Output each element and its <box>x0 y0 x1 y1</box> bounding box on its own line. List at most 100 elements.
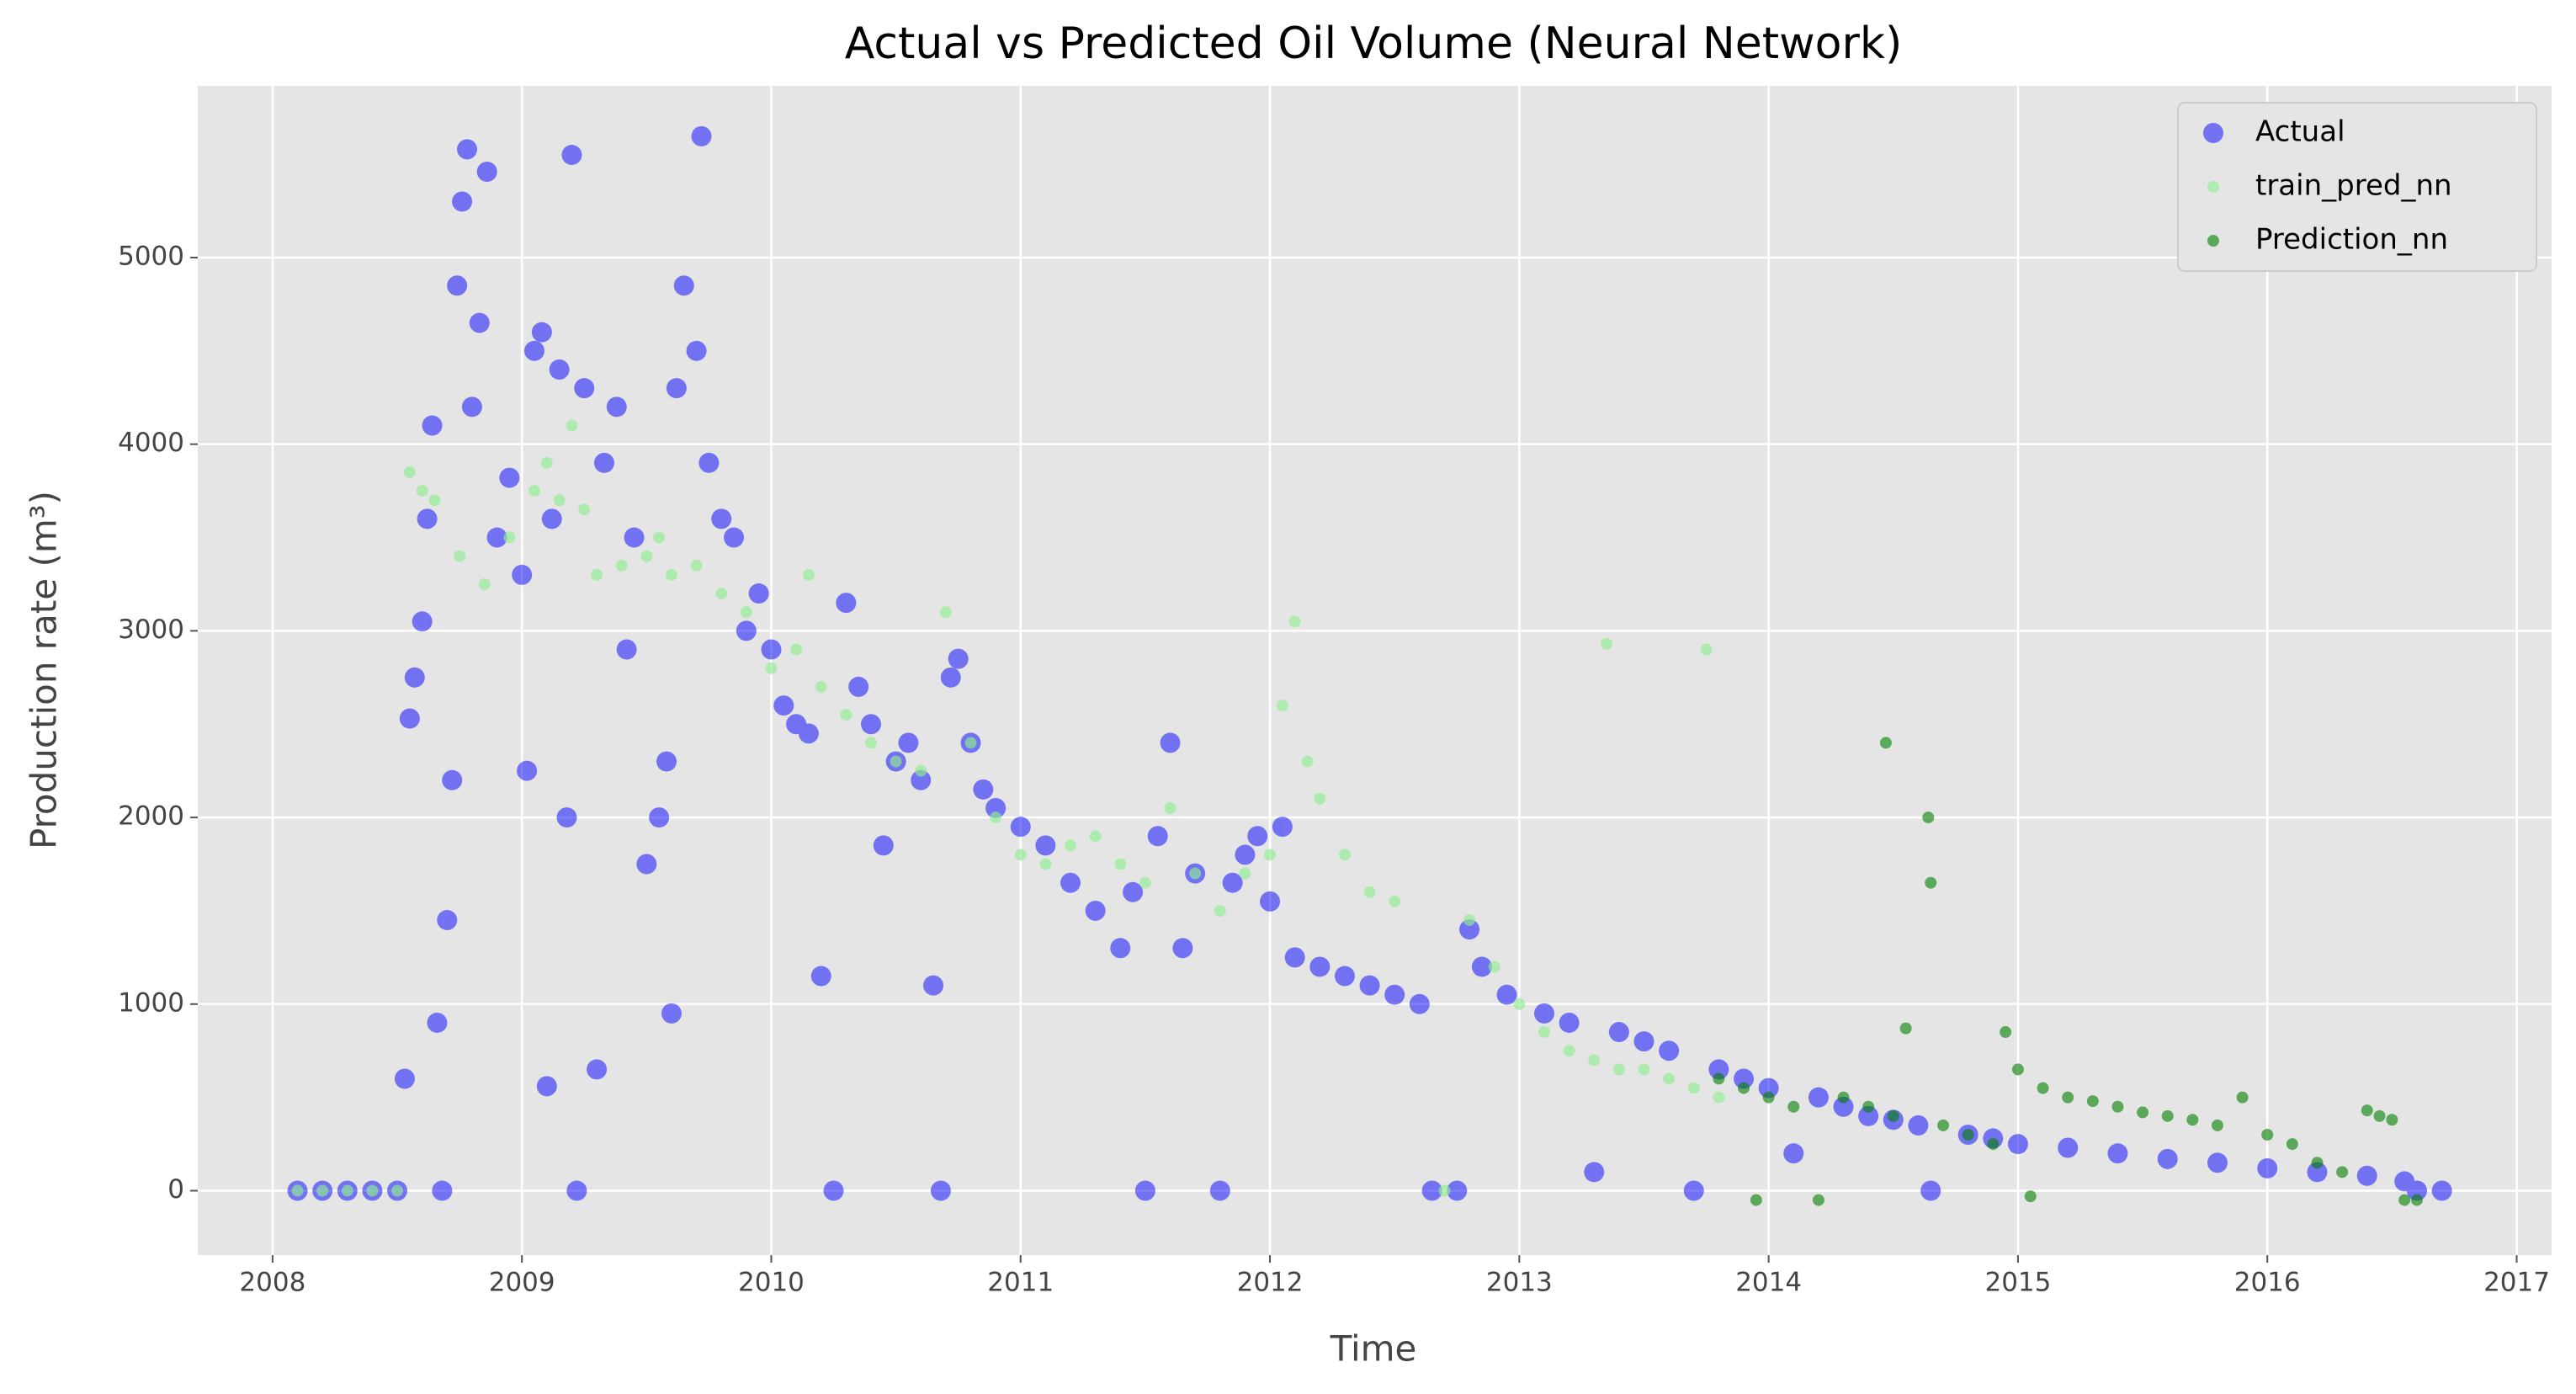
point <box>1359 975 1380 996</box>
point <box>1708 1059 1729 1080</box>
point <box>528 485 540 497</box>
point <box>1110 938 1131 959</box>
point <box>1787 1100 1800 1113</box>
point <box>973 779 994 800</box>
point <box>1222 872 1243 893</box>
y-tick-label: 5000 <box>118 241 184 271</box>
point <box>606 396 627 418</box>
point <box>1039 858 1052 870</box>
point <box>790 643 803 656</box>
point <box>1363 886 1376 898</box>
point <box>1758 1077 1779 1099</box>
point <box>1638 1063 1650 1076</box>
x-tick-label: 2016 <box>2234 1268 2301 1298</box>
point <box>1879 737 1892 749</box>
point <box>1659 1040 1680 1061</box>
point <box>1459 919 1480 940</box>
point <box>1687 1082 1700 1094</box>
point <box>2211 1119 2223 1131</box>
point <box>1085 900 1106 921</box>
point <box>1608 1022 1629 1043</box>
point <box>640 550 653 562</box>
plot-area <box>198 86 2552 1255</box>
point <box>536 1076 557 1097</box>
point <box>930 1180 951 1201</box>
point <box>432 1180 453 1201</box>
point <box>2431 1180 2452 1201</box>
point <box>2307 1162 2328 1183</box>
point <box>1887 1109 1899 1122</box>
point <box>1260 891 1281 912</box>
x-tick-label: 2012 <box>1237 1268 1304 1298</box>
point <box>773 695 794 716</box>
point <box>2007 1134 2028 1155</box>
point <box>427 1012 448 1033</box>
point <box>1247 826 1268 847</box>
point <box>1663 1072 1676 1085</box>
point <box>898 732 919 753</box>
x-axis-label: Time <box>1330 1328 1417 1370</box>
point <box>711 508 732 529</box>
point <box>1471 956 1492 977</box>
point <box>802 568 815 581</box>
point <box>1421 1180 1442 1201</box>
y-tick-label: 4000 <box>118 428 184 458</box>
point <box>461 396 482 418</box>
point <box>1937 1119 1950 1131</box>
x-tick-label: 2008 <box>239 1268 305 1298</box>
point <box>2037 1082 2049 1094</box>
point <box>2361 1104 2373 1117</box>
point <box>1750 1194 1762 1206</box>
point <box>2257 1157 2278 1179</box>
point <box>593 452 614 473</box>
point <box>1384 984 1405 1005</box>
point <box>1264 849 1277 861</box>
point <box>447 275 468 296</box>
point <box>1762 1091 1775 1104</box>
point <box>476 161 497 182</box>
point <box>316 1184 329 1197</box>
point <box>591 568 603 581</box>
x-tick-label: 2013 <box>1486 1268 1553 1298</box>
legend-marker <box>2207 235 2219 247</box>
point <box>428 494 441 507</box>
point <box>940 667 961 688</box>
point <box>1559 1012 1580 1033</box>
point <box>1734 1068 1755 1089</box>
point <box>2286 1138 2298 1151</box>
point <box>2336 1166 2349 1179</box>
point <box>1633 1031 1654 1052</box>
legend-label: Actual <box>2255 115 2345 149</box>
point <box>523 340 544 361</box>
point <box>512 564 533 585</box>
point <box>1563 1045 1575 1057</box>
x-tick-label: 2014 <box>1735 1268 1802 1298</box>
point <box>291 1184 304 1197</box>
point <box>939 606 952 619</box>
point <box>478 577 491 590</box>
point <box>690 559 703 572</box>
point <box>1713 1072 1725 1085</box>
point <box>1808 1087 1829 1108</box>
point <box>691 125 712 146</box>
point <box>1700 643 1713 656</box>
point <box>686 340 707 361</box>
y-tick-label: 3000 <box>118 615 184 645</box>
point <box>661 1003 682 1024</box>
y-axis-label: Production rate (m³) <box>24 491 65 849</box>
point <box>724 527 745 548</box>
point <box>517 760 538 781</box>
point <box>765 662 778 674</box>
point <box>1276 700 1288 712</box>
point <box>1389 895 1401 907</box>
point <box>2411 1194 2424 1206</box>
point <box>923 975 944 996</box>
y-tick-label: 2000 <box>118 801 184 832</box>
point <box>2161 1109 2174 1122</box>
x-tick-label: 2010 <box>738 1268 805 1298</box>
point <box>864 737 877 749</box>
point <box>541 508 562 529</box>
point <box>1123 881 1144 902</box>
point <box>1272 817 1293 838</box>
point <box>1309 956 1330 977</box>
